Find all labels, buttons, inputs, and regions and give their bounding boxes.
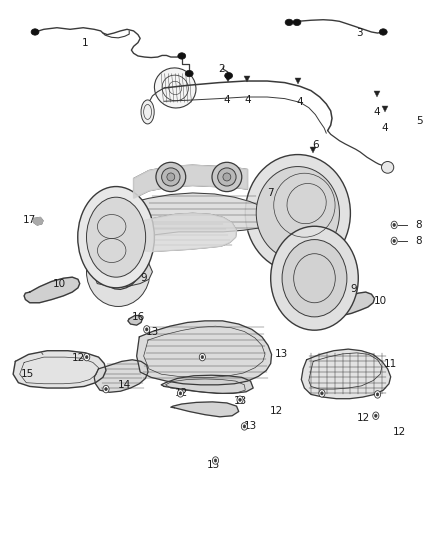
Text: 12: 12: [175, 389, 188, 398]
Ellipse shape: [31, 29, 39, 35]
Text: 12: 12: [71, 353, 85, 363]
Ellipse shape: [185, 70, 193, 77]
Circle shape: [241, 423, 247, 430]
Circle shape: [319, 390, 325, 397]
Circle shape: [393, 223, 396, 227]
Ellipse shape: [155, 68, 196, 108]
Circle shape: [239, 398, 241, 401]
Polygon shape: [171, 402, 239, 417]
Ellipse shape: [285, 19, 293, 26]
Text: 3: 3: [356, 28, 363, 38]
Ellipse shape: [223, 173, 231, 181]
Ellipse shape: [256, 166, 339, 260]
Text: 12: 12: [269, 407, 283, 416]
Circle shape: [199, 353, 205, 361]
Circle shape: [105, 387, 107, 391]
Circle shape: [214, 459, 217, 462]
Text: 2: 2: [218, 64, 225, 74]
Ellipse shape: [225, 72, 233, 79]
Polygon shape: [161, 375, 253, 393]
Ellipse shape: [381, 161, 394, 173]
Polygon shape: [13, 351, 106, 388]
Text: 9: 9: [140, 273, 147, 283]
Ellipse shape: [218, 168, 236, 186]
Text: 1: 1: [82, 38, 89, 47]
Ellipse shape: [271, 227, 358, 330]
Circle shape: [391, 237, 397, 245]
Polygon shape: [134, 165, 247, 198]
Ellipse shape: [245, 155, 350, 272]
Text: 4: 4: [373, 107, 380, 117]
Ellipse shape: [178, 53, 186, 59]
Text: 10: 10: [374, 296, 387, 306]
Polygon shape: [126, 213, 237, 252]
Circle shape: [393, 239, 396, 243]
Ellipse shape: [282, 240, 347, 317]
Circle shape: [145, 328, 148, 331]
Polygon shape: [94, 360, 148, 392]
Text: 12: 12: [393, 427, 406, 437]
Polygon shape: [137, 321, 272, 385]
Polygon shape: [110, 272, 136, 289]
Text: 7: 7: [267, 188, 274, 198]
Text: 13: 13: [275, 350, 288, 359]
Circle shape: [391, 221, 397, 229]
Circle shape: [103, 385, 109, 393]
Circle shape: [321, 392, 323, 395]
Ellipse shape: [141, 100, 154, 124]
Text: 13: 13: [244, 422, 257, 431]
Circle shape: [237, 396, 243, 403]
Circle shape: [85, 356, 88, 359]
Circle shape: [373, 412, 379, 419]
Polygon shape: [278, 287, 319, 311]
Circle shape: [179, 392, 182, 395]
Polygon shape: [33, 217, 43, 225]
Text: 4: 4: [223, 95, 230, 105]
Polygon shape: [92, 251, 152, 287]
Polygon shape: [24, 277, 80, 303]
Circle shape: [212, 457, 219, 464]
Circle shape: [374, 391, 381, 398]
Ellipse shape: [78, 187, 154, 288]
Text: 16: 16: [131, 312, 145, 322]
Polygon shape: [131, 193, 276, 245]
Text: 4: 4: [381, 123, 388, 133]
Ellipse shape: [87, 237, 150, 306]
Circle shape: [144, 326, 150, 333]
Text: 13: 13: [207, 460, 220, 470]
Ellipse shape: [212, 162, 242, 191]
Circle shape: [201, 356, 204, 359]
Ellipse shape: [379, 29, 387, 35]
Text: 4: 4: [297, 98, 304, 107]
Text: 15: 15: [21, 369, 34, 379]
Text: 14: 14: [118, 380, 131, 390]
Ellipse shape: [156, 162, 186, 191]
Text: 11: 11: [384, 359, 397, 368]
Ellipse shape: [293, 19, 301, 26]
Circle shape: [243, 425, 246, 428]
Ellipse shape: [167, 173, 175, 181]
Text: 8: 8: [415, 220, 422, 230]
Text: 10: 10: [53, 279, 66, 288]
Circle shape: [84, 353, 90, 361]
Ellipse shape: [87, 197, 145, 277]
Polygon shape: [301, 349, 391, 399]
Text: 5: 5: [416, 116, 423, 126]
Text: 12: 12: [357, 414, 370, 423]
Text: 6: 6: [312, 140, 319, 150]
Text: 13: 13: [233, 396, 247, 406]
Text: 9: 9: [350, 284, 357, 294]
Text: 8: 8: [415, 236, 422, 246]
Circle shape: [177, 390, 184, 397]
Text: 4: 4: [244, 95, 251, 105]
Text: 13: 13: [146, 327, 159, 336]
Circle shape: [374, 414, 377, 417]
Circle shape: [376, 393, 379, 396]
Polygon shape: [328, 292, 374, 316]
Ellipse shape: [162, 168, 180, 186]
Text: 17: 17: [23, 215, 36, 224]
Polygon shape: [128, 316, 142, 325]
